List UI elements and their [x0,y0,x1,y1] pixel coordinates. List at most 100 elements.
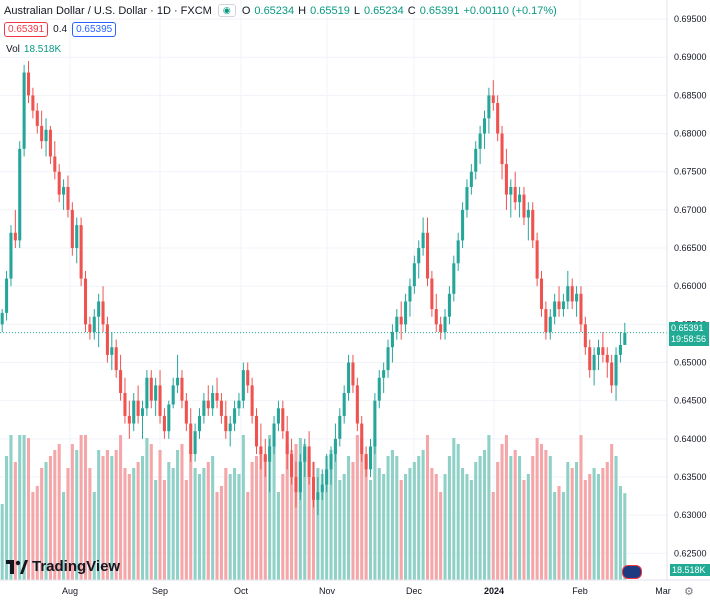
symbol-legend[interactable]: Australian Dollar / U.S. Dollar · 1D · F… [4,4,557,17]
candle-body [425,232,430,279]
candle-body [92,316,96,332]
volume-bar [333,444,337,580]
volume-bar [382,474,386,580]
eye-icon[interactable]: ◉ [217,4,236,17]
volume-bar [404,474,408,580]
candle-body [88,324,92,332]
volume-bar [18,435,22,580]
candle-body [149,377,153,401]
time-axis[interactable]: Aug Sep Oct Nov Dec 2024 Feb Mar [62,586,671,596]
candle-body [246,370,250,386]
volume-bar [13,462,17,580]
volume-bar [443,474,447,580]
volume-bar [439,492,443,580]
volume-legend[interactable]: Vol 18.518K [6,44,61,55]
volume-bar [399,480,403,580]
candle-body [496,103,500,134]
volume-bar [461,468,465,580]
candle-body [561,301,565,310]
candle-body [154,385,158,401]
volume-bar [40,468,44,580]
volume-bar [281,474,285,580]
low-label: L [353,4,360,17]
candle-body [342,393,346,416]
volume-bar [184,480,188,580]
candle-body [447,293,451,317]
candle-body [377,377,381,401]
volume-bar [48,456,52,580]
candle-body [158,385,162,416]
candle-body [539,278,544,310]
candle-body [228,423,232,432]
candle-body [171,385,175,405]
candle-body [360,423,364,455]
low-value: 0.65234 [364,4,404,17]
volume-bar [325,456,329,580]
volume-bar [447,456,451,580]
volume-bar [623,493,627,580]
volume-bar [518,456,522,580]
volume-bar [347,456,351,580]
candle-body [614,354,618,386]
last-price-tag: 0.65391 19:58:56 [669,322,709,346]
candle-body [105,324,109,355]
high-label: H [298,4,307,17]
candle-body [474,148,478,172]
candle-body [452,263,456,294]
tradingview-logo[interactable]: TradingView [6,558,120,575]
price-tick-label: 0.63000 [674,510,707,520]
price-tick-label: 0.66500 [674,243,707,253]
volume-bar [97,450,101,580]
volume-bar [114,450,118,580]
candle-body [518,194,522,203]
candle-body [123,393,127,416]
volume-bar [601,468,605,580]
volume-bar [474,462,478,580]
bar-countdown: 19:58:56 [671,334,707,344]
symbol-title[interactable]: Australian Dollar / U.S. Dollar · 1D · F… [4,4,212,17]
volume-bar [570,468,574,580]
volume-bar [149,444,153,580]
candle-body [48,129,52,157]
volume-bar [469,480,473,580]
candle-body [320,484,324,493]
volume-bar [303,444,307,580]
buy-button[interactable]: 0.65395 [72,22,117,37]
sell-button[interactable]: 0.65391 [4,22,49,37]
candle-body [461,209,465,241]
price-tick-label: 0.64000 [674,434,707,444]
tradingview-logo-icon [6,559,28,574]
volume-tag: 18.518K [670,564,710,576]
price-axis[interactable]: 0.69500 0.69000 0.68500 0.68000 0.67500 0.670… [674,14,707,558]
candle-body [202,400,206,416]
candle-body [35,110,39,126]
candle-body [316,492,320,500]
volume-bar [412,462,416,580]
candle-body [5,278,9,313]
volume-bar [452,438,456,580]
settings-gear-icon[interactable]: ⚙ [684,586,694,598]
candle-body [368,446,373,470]
volume-bar [44,462,48,580]
volume-bar [123,468,127,580]
candle-body [439,324,443,332]
candle-body [575,293,579,302]
candle-body [31,95,35,111]
volume-bar [509,456,513,580]
volume-value: 18.518K [23,44,62,55]
volume-bar [320,474,324,580]
candle-body [215,393,219,401]
candle-body [399,316,403,325]
volume-bar [62,492,66,580]
candle-body [329,454,333,470]
volume-bar [219,486,223,580]
candle-body [522,194,526,218]
candle-body [404,301,408,325]
close-value: 0.65391 [419,4,460,17]
volume-bar [579,435,583,580]
candle-body [526,209,530,218]
volume-bar [605,462,609,580]
volume-bar [487,435,491,580]
volume-bar [268,435,272,580]
